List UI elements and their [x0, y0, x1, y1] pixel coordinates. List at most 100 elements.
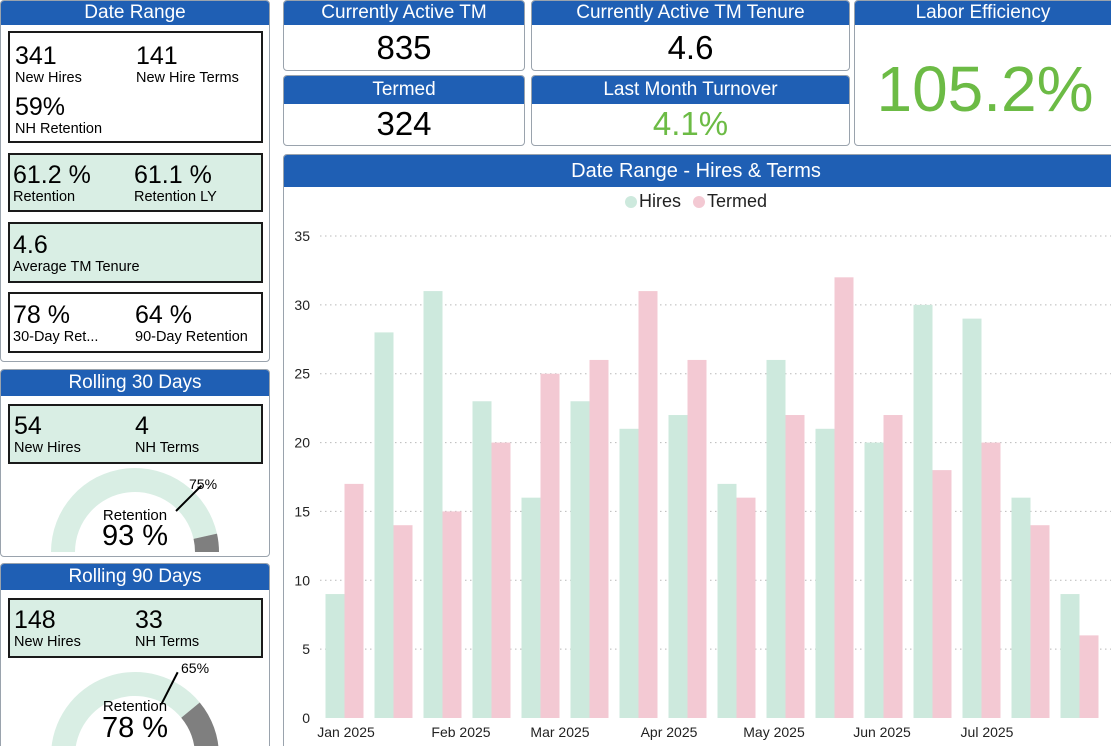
termed-bar[interactable] — [1079, 635, 1099, 718]
average-tenure-label: Average TM Tenure — [13, 259, 140, 275]
labor-efficiency-title: Labor Efficiency — [855, 1, 1111, 25]
y-tick-label: 25 — [294, 366, 310, 382]
rolling-90-card[interactable]: 148 New Hires 33 NH Terms — [8, 598, 263, 658]
active-tm-kpi[interactable]: Currently Active TM 835 — [283, 0, 525, 71]
active-tenure-kpi[interactable]: Currently Active TM Tenure 4.6 — [531, 0, 850, 71]
new-hires-value: 341 — [15, 42, 57, 70]
ret30-value: 78 % — [13, 301, 70, 329]
nh-retention-label: NH Retention — [15, 121, 103, 137]
retention-ly-value: 61.1 % — [134, 161, 212, 189]
termed-bar[interactable] — [687, 359, 707, 718]
hires-bar[interactable] — [423, 291, 443, 718]
x-tick-label: Jul 2025 — [961, 724, 1014, 740]
turnover-kpi[interactable]: Last Month Turnover 4.1% — [531, 75, 850, 146]
termed-bar[interactable] — [638, 291, 658, 718]
hires-terms-chart: 0 5 10 15 20 25 30 35 Jan 2025 Feb 2025 Mar 2025 Ap… — [294, 191, 1111, 740]
ret90-label: 90-Day Retention — [135, 329, 248, 345]
active-tm-title: Currently Active TM — [284, 1, 524, 25]
termed-bar[interactable] — [540, 373, 560, 718]
hires-bar[interactable] — [913, 304, 933, 718]
labor-efficiency-kpi[interactable]: Labor Efficiency 105.2% — [854, 0, 1111, 146]
rolling-90-gauge-label: Retention — [102, 698, 168, 715]
new-hire-terms-value: 141 — [136, 42, 178, 70]
termed-bar[interactable] — [442, 511, 462, 718]
rolling-30-panel: Rolling 30 Days 54 New Hires 4 NH Terms … — [0, 369, 270, 557]
hires-bar[interactable] — [1060, 594, 1080, 718]
termed-bar[interactable] — [981, 442, 1001, 718]
retention-ly-label: Retention LY — [134, 189, 217, 205]
termed-bar[interactable] — [589, 359, 609, 718]
date-range-title: Date Range — [1, 1, 269, 25]
active-tenure-title: Currently Active TM Tenure — [532, 1, 849, 25]
rolling-90-gauge-remaining-arc — [181, 702, 219, 746]
termed-bar[interactable] — [785, 415, 805, 718]
hires-bar[interactable] — [619, 428, 639, 718]
day-retention-card[interactable]: 78 % 30-Day Ret... 64 % 90-Day Retention — [8, 292, 263, 353]
hires-bar[interactable] — [668, 415, 688, 718]
turnover-title: Last Month Turnover — [532, 76, 849, 104]
termed-kpi[interactable]: Termed 324 — [283, 75, 525, 146]
rolling-90-new-hires-value: 148 — [14, 606, 56, 634]
rolling-30-card[interactable]: 54 New Hires 4 NH Terms — [8, 404, 263, 464]
hires-bar[interactable] — [325, 594, 345, 718]
termed-bar[interactable] — [834, 277, 854, 718]
x-tick-label: Jun 2025 — [853, 724, 911, 740]
new-hire-terms-label: New Hire Terms — [136, 70, 239, 86]
retention-value: 61.2 % — [13, 161, 91, 189]
rolling-90-gauge-value-arc — [51, 672, 200, 746]
hires-terms-chart-panel: Date Range - Hires & Terms 0 5 10 15 20 25 30 3… — [283, 154, 1111, 746]
hires-bar[interactable] — [815, 428, 835, 718]
hires-bar[interactable] — [962, 318, 982, 718]
termed-bar[interactable] — [932, 470, 952, 718]
rolling-90-retention-gauge — [51, 671, 219, 746]
x-tick-label: Apr 2025 — [641, 724, 698, 740]
rolling-90-gauge-value: 78 % — [101, 712, 169, 744]
tenure-card[interactable]: 4.6 Average TM Tenure — [8, 222, 263, 283]
y-tick-label: 10 — [294, 572, 310, 588]
termed-bar[interactable] — [883, 415, 903, 718]
x-tick-label: Jan 2025 — [317, 724, 375, 740]
termed-bar[interactable] — [344, 483, 364, 718]
average-tenure-value: 4.6 — [13, 231, 48, 259]
legend-hires-label[interactable]: Hires — [639, 191, 681, 211]
termed-bar[interactable] — [1030, 525, 1050, 718]
ret30-label: 30-Day Ret... — [13, 329, 99, 345]
x-tick-label: Feb 2025 — [431, 724, 490, 740]
retention-label: Retention — [13, 189, 76, 205]
labor-efficiency-value: 105.2% — [876, 53, 1094, 125]
termed-bar[interactable] — [393, 525, 413, 718]
hires-bar[interactable] — [1011, 497, 1031, 718]
y-tick-label: 20 — [294, 435, 310, 451]
legend-hires-marker — [625, 196, 637, 208]
hires-bar[interactable] — [521, 497, 541, 718]
retention-card[interactable]: 61.2 % Retention 61.1 % Retention LY — [8, 153, 263, 212]
rolling-30-gauge-label: Retention — [102, 507, 168, 524]
hires-bar[interactable] — [766, 359, 786, 718]
rolling-30-retention-gauge — [51, 468, 219, 552]
date-range-panel: Date Range 341 New Hires 141 New Hire Te… — [0, 0, 270, 362]
rolling-30-gauge-value-arc — [51, 468, 217, 552]
rolling-90-nh-terms-value: 33 — [135, 606, 163, 634]
termed-bar[interactable] — [491, 442, 511, 718]
nh-retention-value: 59% — [15, 93, 66, 121]
rolling-30-gauge-target-marker — [175, 484, 203, 512]
ret90-value: 64 % — [135, 301, 192, 329]
x-tick-label: May 2025 — [743, 724, 805, 740]
rolling-30-gauge-value: 93 % — [101, 520, 169, 552]
hires-bar[interactable] — [717, 483, 737, 718]
hires-bar[interactable] — [472, 401, 492, 718]
y-tick-label: 0 — [302, 710, 310, 726]
hires-bar[interactable] — [374, 332, 394, 718]
rolling-90-panel: Rolling 90 Days 148 New Hires 33 NH Term… — [0, 563, 270, 746]
turnover-value: 4.1% — [652, 105, 729, 142]
new-hires-label: New Hires — [15, 70, 82, 86]
legend-termed-label[interactable]: Termed — [707, 191, 767, 211]
hires-bar[interactable] — [864, 442, 884, 718]
hires-bar[interactable] — [570, 401, 590, 718]
rolling-30-new-hires-value: 54 — [14, 412, 42, 440]
termed-bar[interactable] — [736, 497, 756, 718]
rolling-90-gauge-target-marker — [160, 671, 179, 705]
date-range-hires-card[interactable]: 341 New Hires 141 New Hire Terms 59% NH … — [8, 31, 263, 143]
y-tick-label: 5 — [302, 641, 310, 657]
termed-title: Termed — [284, 76, 524, 104]
